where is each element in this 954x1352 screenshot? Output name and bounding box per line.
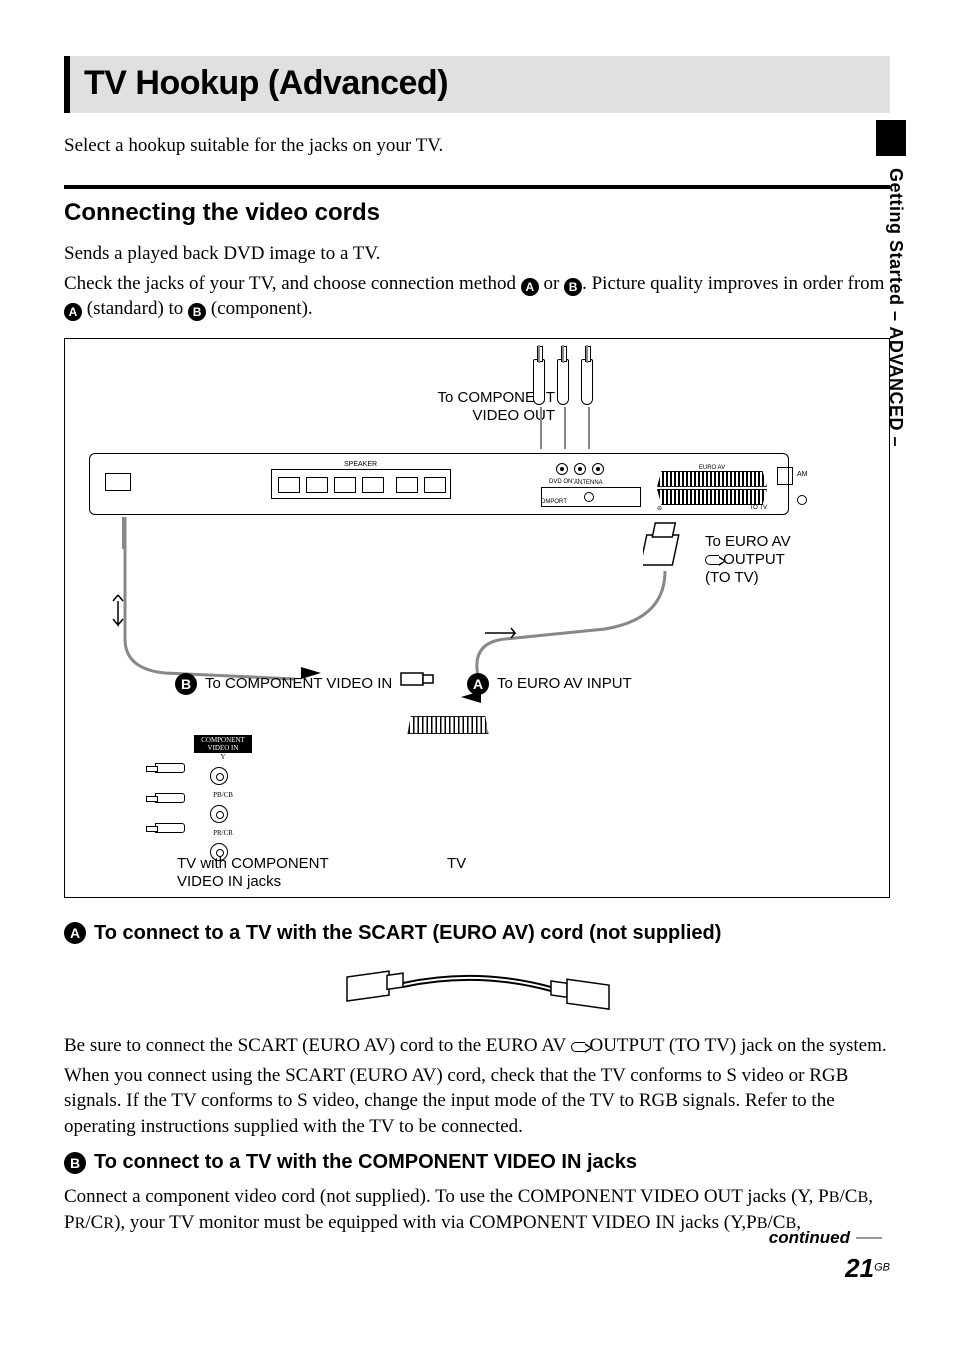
- sub-a-p2: When you connect using the SCART (EURO A…: [64, 1063, 890, 1140]
- smallcap: B: [857, 1189, 868, 1206]
- subsection-b-heading: B To connect to a TV with the COMPONENT …: [64, 1151, 890, 1174]
- marker-a-icon: A: [64, 922, 86, 944]
- page-lang: GB: [874, 1262, 890, 1274]
- smallcap: B: [829, 1189, 840, 1206]
- text-fragment: (standard) to: [82, 298, 188, 319]
- section-rule: [64, 185, 890, 189]
- section1-p1: Sends a played back DVD image to a TV.: [64, 241, 890, 267]
- scart-cable-illustration: [64, 957, 890, 1017]
- title-bar: TV Hookup (Advanced): [64, 56, 890, 113]
- marker-b-icon: B: [64, 1152, 86, 1174]
- label-b-row: B To COMPONENT VIDEO IN: [175, 673, 392, 695]
- output-icon: [571, 1042, 585, 1052]
- text-fragment: ), your TV monitor must be equipped with…: [114, 1212, 757, 1233]
- marker-a-icon: A: [64, 303, 82, 321]
- marker-b-icon: B: [564, 278, 582, 296]
- marker-b-icon: B: [175, 673, 197, 695]
- continued-dash: [856, 1237, 882, 1239]
- sub-a-heading-text: To connect to a TV with the SCART (EURO …: [94, 922, 721, 945]
- marker-a-icon: A: [521, 278, 539, 296]
- text-fragment: Check the jacks of your TV, and choose c…: [64, 273, 521, 294]
- continued-row: continued: [769, 1228, 882, 1248]
- small-plug-icon: [397, 667, 437, 691]
- subsection-a-heading: A To connect to a TV with the SCART (EUR…: [64, 922, 890, 945]
- sub-b-p1: Connect a component video cord (not supp…: [64, 1184, 890, 1235]
- page-number: 21GB: [845, 1253, 890, 1284]
- intro-text: Select a hookup suitable for the jacks o…: [64, 135, 890, 157]
- connection-diagram: To COMPONENTVIDEO OUT SPEAKER: [64, 338, 890, 898]
- text-fragment: Connect a component video cord (not supp…: [64, 1186, 829, 1207]
- label-to-euro-av-input: To EURO AV INPUT: [497, 675, 632, 693]
- label-to-component-in: To COMPONENT VIDEO IN: [205, 675, 392, 693]
- text-fragment: or: [539, 273, 564, 294]
- tv-component-label: TV with COMPONENTVIDEO IN jacks: [177, 855, 329, 891]
- plug-horizontal: [155, 823, 185, 833]
- tv-label: TV: [447, 855, 466, 873]
- marker-a-icon: A: [467, 673, 489, 695]
- page-number-value: 21: [845, 1253, 874, 1283]
- sub-b-heading-text: To connect to a TV with the COMPONENT VI…: [94, 1151, 637, 1174]
- tv-scart-input: [403, 715, 493, 735]
- plug-horizontal: [155, 793, 185, 803]
- component-in-block: COMPONENT VIDEO IN Y PB/CB PR/CR: [180, 735, 250, 845]
- text-fragment: . Picture quality improves in order from: [582, 273, 884, 294]
- marker-b-icon: B: [188, 303, 206, 321]
- component-in-header: COMPONENT VIDEO IN: [194, 735, 252, 753]
- section1-p2: Check the jacks of your TV, and choose c…: [64, 271, 890, 322]
- smallcap: R: [75, 1215, 86, 1232]
- smallcap: B: [757, 1215, 768, 1232]
- text-fragment: /C: [85, 1212, 103, 1233]
- section1-heading: Connecting the video cords: [64, 199, 890, 227]
- text-fragment: (component).: [206, 298, 313, 319]
- sub-a-p1: Be sure to connect the SCART (EURO AV) c…: [64, 1033, 890, 1059]
- smallcap: R: [103, 1215, 114, 1232]
- continued-label: continued: [769, 1228, 850, 1248]
- text-fragment: /C: [840, 1186, 858, 1207]
- label-a-row: A To EURO AV INPUT: [467, 673, 632, 695]
- page-content: TV Hookup (Advanced) Select a hookup sui…: [0, 0, 954, 1280]
- plug-horizontal: [155, 763, 185, 773]
- page-title: TV Hookup (Advanced): [84, 64, 876, 103]
